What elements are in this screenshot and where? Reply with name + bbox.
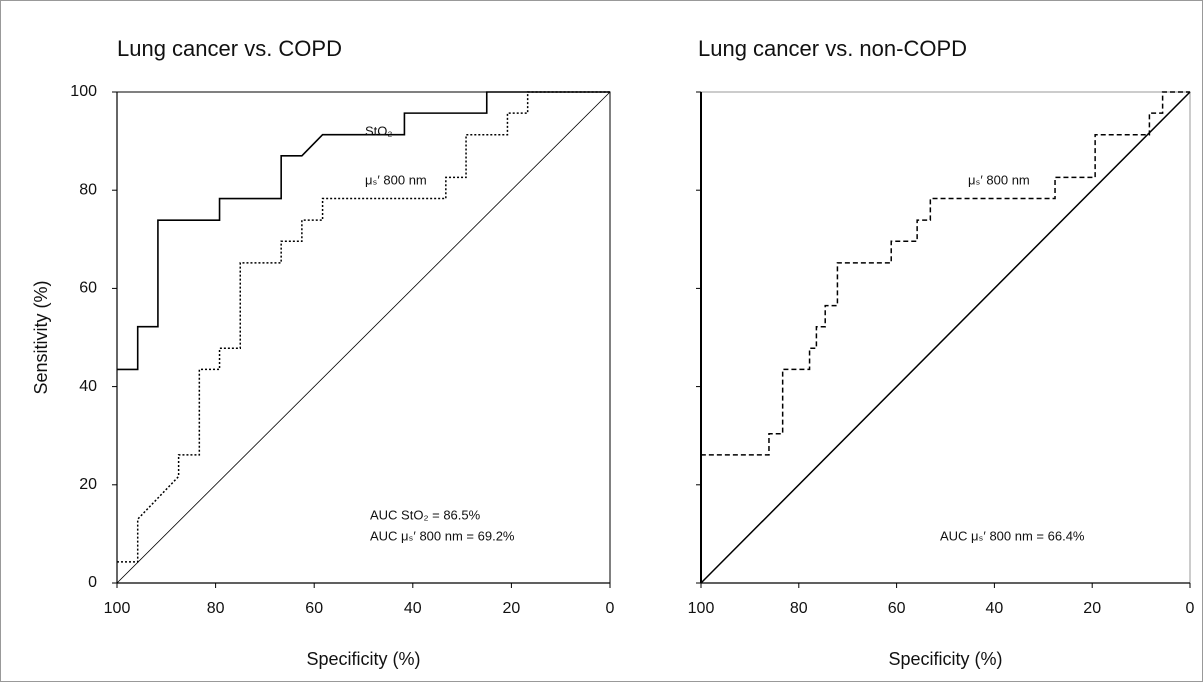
chance-line <box>116 91 611 584</box>
x-tick-label: 20 <box>1083 600 1101 617</box>
x-tick-label: 0 <box>1186 600 1195 617</box>
x-tick-label: 20 <box>503 600 521 617</box>
x-tick-label: 40 <box>404 600 422 617</box>
x-axis-label: Specificity (%) <box>888 649 1002 669</box>
y-tick-label: 20 <box>79 476 97 493</box>
x-tick-label: 60 <box>888 600 906 617</box>
series-label: StO₂ <box>365 123 392 138</box>
x-tick-label: 60 <box>305 600 323 617</box>
x-tick-label: 80 <box>790 600 808 617</box>
x-axis-label: Specificity (%) <box>306 649 420 669</box>
roc-curve <box>117 91 610 371</box>
y-tick-label: 60 <box>79 280 97 297</box>
chart-title: Lung cancer vs. COPD <box>117 36 342 61</box>
annotation: AUC μₛ′ 800 nm = 69.2% <box>370 528 515 543</box>
roc-curve <box>700 91 1190 583</box>
x-tick-label: 40 <box>986 600 1004 617</box>
y-tick-label: 0 <box>88 574 97 591</box>
y-tick-label: 100 <box>70 83 97 100</box>
x-tick-label: 100 <box>104 600 131 617</box>
x-tick-label: 100 <box>688 600 715 617</box>
chart-title: Lung cancer vs. non-COPD <box>698 36 967 61</box>
annotation: AUC μₛ′ 800 nm = 66.4% <box>940 528 1085 543</box>
annotation: AUC StO₂ = 86.5% <box>370 507 481 522</box>
x-tick-label: 0 <box>606 600 615 617</box>
series-label: μₛ′ 800 nm <box>968 172 1030 187</box>
y-tick-label: 40 <box>79 378 97 395</box>
chance-line <box>700 91 1191 584</box>
series-label: μₛ′ 800 nm <box>365 172 427 187</box>
y-axis-label: Sensitivity (%) <box>31 280 51 394</box>
y-tick-label: 80 <box>79 181 97 198</box>
x-tick-label: 80 <box>207 600 225 617</box>
